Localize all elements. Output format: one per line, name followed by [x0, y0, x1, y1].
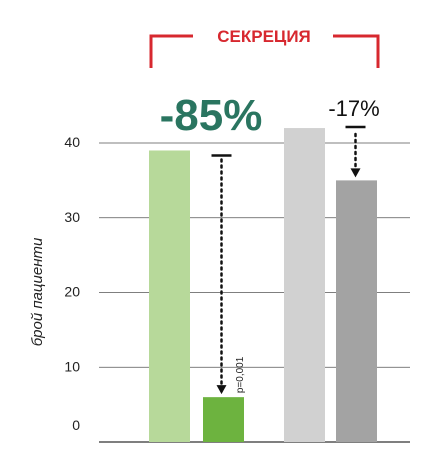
y-tick-label: 0 — [72, 417, 80, 433]
y-tick-label: 30 — [64, 209, 80, 225]
bar-1 — [149, 150, 190, 442]
secretion-bracket: СЕКРЕЦИЯ — [149, 27, 380, 68]
arrowhead-1 — [216, 385, 227, 395]
annotations: -85% p=0,001 -17% — [160, 91, 380, 395]
y-tick-label: 20 — [64, 284, 80, 300]
bar-3 — [284, 128, 325, 443]
bar-4 — [336, 180, 377, 442]
bracket-line — [149, 34, 380, 68]
bars — [149, 128, 377, 443]
change-label-2: -17% — [328, 96, 379, 121]
bracket-label: СЕКРЕЦИЯ — [217, 27, 311, 46]
arrowhead-2 — [350, 168, 361, 178]
change-label-1: -85% — [160, 91, 263, 140]
y-axis-label: брой пациенти — [29, 237, 46, 346]
y-tick-label: 40 — [64, 134, 80, 150]
bar-2 — [203, 397, 244, 442]
y-tick-label: 10 — [64, 358, 80, 374]
y-axis-ticks: 0 10 20 30 40 — [64, 134, 80, 433]
p-value-label: p=0,001 — [235, 356, 246, 393]
